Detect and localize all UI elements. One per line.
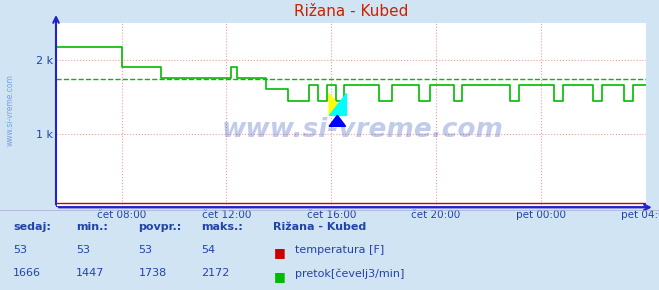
Text: www.si-vreme.com: www.si-vreme.com — [5, 74, 14, 146]
Text: maks.:: maks.: — [201, 222, 243, 232]
Text: 2172: 2172 — [201, 268, 229, 278]
Text: pretok[čevelj3/min]: pretok[čevelj3/min] — [295, 268, 404, 279]
Text: 1738: 1738 — [138, 268, 167, 278]
Text: 53: 53 — [13, 245, 27, 255]
Text: ■: ■ — [273, 270, 285, 283]
Text: temperatura [F]: temperatura [F] — [295, 245, 384, 255]
Polygon shape — [329, 93, 345, 115]
Polygon shape — [329, 115, 345, 126]
Text: 1447: 1447 — [76, 268, 104, 278]
Text: min.:: min.: — [76, 222, 107, 232]
Text: 53: 53 — [138, 245, 152, 255]
Text: 54: 54 — [201, 245, 215, 255]
Text: Rižana - Kubed: Rižana - Kubed — [273, 222, 367, 232]
Text: 53: 53 — [76, 245, 90, 255]
Polygon shape — [329, 93, 345, 115]
Title: Rižana - Kubed: Rižana - Kubed — [294, 4, 408, 19]
Text: 1666: 1666 — [13, 268, 41, 278]
Text: povpr.:: povpr.: — [138, 222, 182, 232]
Text: sedaj:: sedaj: — [13, 222, 51, 232]
Text: www.si-vreme.com: www.si-vreme.com — [221, 117, 503, 143]
Text: ■: ■ — [273, 246, 285, 260]
